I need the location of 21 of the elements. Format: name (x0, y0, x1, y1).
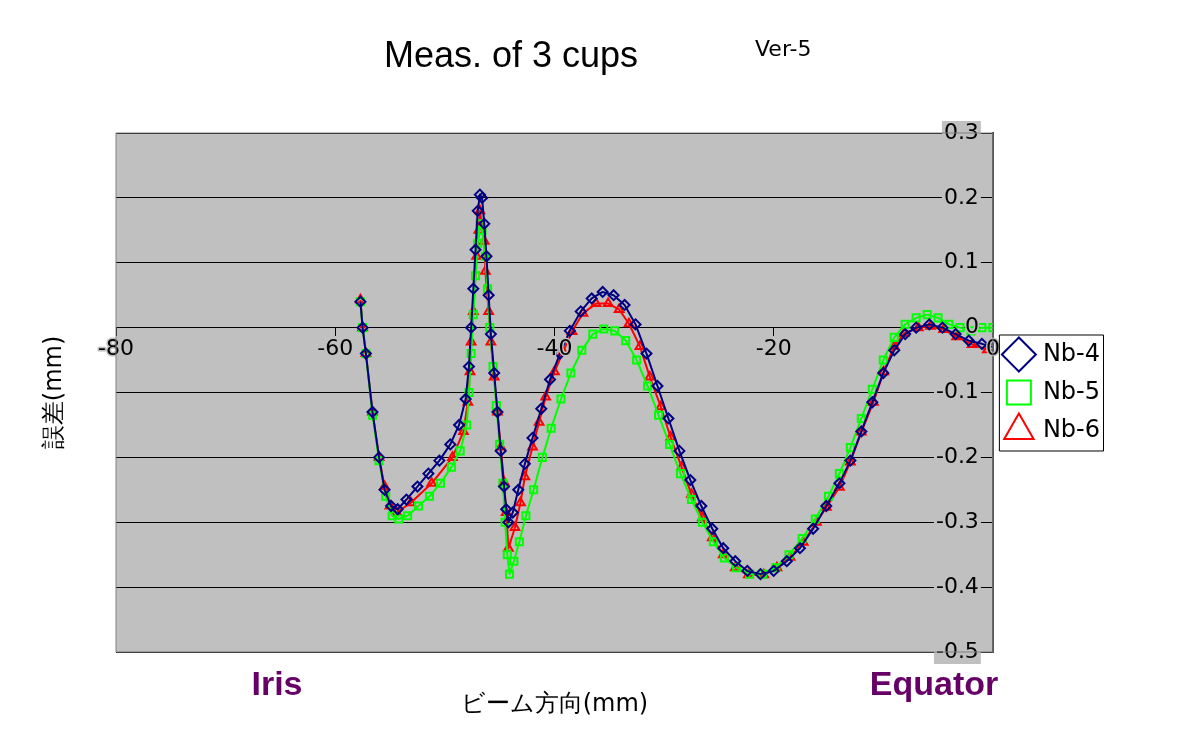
text: Ver-5 (755, 35, 812, 61)
legend-label: Nb-5 (1042, 376, 1101, 405)
y-tick-label: -0.2 (935, 443, 979, 469)
x-tick-label: 0 (985, 335, 1000, 361)
y-tick-label: 0.3 (943, 118, 979, 144)
chart-title: Meas. of 3 cups (383, 33, 639, 75)
legend-label: Nb-6 (1042, 414, 1101, 443)
x-tick-label: -60 (317, 335, 354, 361)
y-tick-label: -0.5 (935, 637, 979, 663)
text: Equator (869, 664, 999, 703)
y-tick-label: 0.1 (943, 248, 979, 274)
x-axis-title: ビーム方向(mm) (460, 689, 649, 718)
x-tick-label: -20 (755, 335, 792, 361)
y-tick-label: -0.3 (935, 507, 979, 533)
legend-label: Nb-4 (1042, 338, 1101, 367)
x-tick-label: -80 (98, 335, 134, 361)
y-tick-label: -0.4 (935, 572, 979, 598)
y-tick-label: 0.2 (943, 183, 979, 209)
text: Iris (251, 664, 303, 703)
y-tick-label: -0.1 (935, 378, 979, 404)
y-axis-title: 誤差(mm) (39, 335, 68, 450)
